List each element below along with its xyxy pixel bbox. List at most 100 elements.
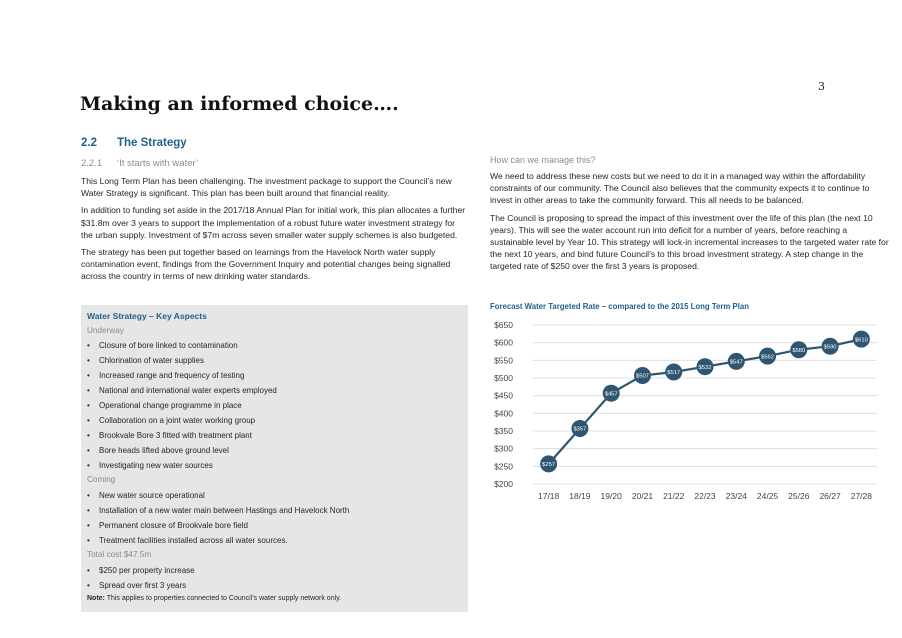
list-item: • National and international water expert… [87, 383, 277, 398]
y-tick-label: $600 [494, 338, 513, 348]
bullet-icon: • [87, 371, 90, 380]
page-number: 3 [818, 80, 825, 93]
data-point [633, 367, 651, 385]
coming-label: Coming [87, 475, 116, 484]
list-item-text: Installation of a new water main between… [99, 506, 350, 515]
data-point [602, 384, 620, 402]
list-item-text: Bore heads lifted above ground level [99, 446, 229, 455]
total-cost-list: • $250 per property increase • Spread over… [87, 563, 195, 593]
subsection-heading: 2.2.1 ‘It starts with water’ [81, 158, 198, 169]
list-item-text: National and international water experts… [99, 386, 277, 395]
data-label: $507 [636, 374, 649, 380]
list-item-text: Spread over first 3 years [99, 581, 187, 590]
list-item: • Chlorination of water supplies [87, 353, 277, 368]
data-point [540, 455, 558, 473]
x-tick-label: 22/23 [694, 491, 716, 501]
x-tick-label: 21/22 [663, 491, 685, 501]
list-item: • $250 per property increase [87, 563, 195, 578]
section-heading: 2.2 The Strategy [81, 137, 187, 149]
right-paragraph: The Council is proposing to spread the i… [490, 212, 889, 272]
data-point [665, 363, 683, 381]
data-label: $457 [605, 391, 618, 397]
list-item-text: Investigating new water sources [99, 461, 213, 470]
y-tick-label: $450 [494, 391, 513, 401]
x-tick-label: 23/24 [726, 491, 748, 501]
x-tick-label: 24/25 [757, 491, 779, 501]
section-title: The Strategy [117, 137, 187, 149]
bullet-icon: • [87, 491, 90, 500]
data-label: $610 [855, 337, 868, 343]
y-tick-label: $400 [494, 408, 513, 418]
left-paragraph: This Long Term Plan has been challenging… [81, 176, 452, 199]
data-point [727, 352, 745, 370]
left-paragraph: In addition to funding set aside in the … [81, 205, 466, 240]
y-tick-label: $200 [494, 479, 513, 489]
bullet-icon: • [87, 386, 90, 395]
data-label: $517 [667, 370, 680, 376]
chart-title: Forecast Water Targeted Rate – compared … [490, 302, 749, 311]
bullet-icon: • [87, 446, 90, 455]
key-aspects-box: Water Strategy – Key Aspects Underway • C… [81, 305, 468, 612]
bullet-icon: • [87, 566, 90, 575]
x-tick-label: 17/18 [538, 491, 560, 501]
list-item-text: Brookvale Bore 3 fitted with treatment p… [99, 431, 252, 440]
list-item-text: $250 per property increase [99, 566, 195, 575]
data-label: $357 [573, 427, 586, 433]
list-item: • Collaboration on a joint water working … [87, 413, 277, 428]
data-label: $257 [542, 462, 555, 468]
x-tick-label: 18/19 [569, 491, 591, 501]
data-label: $547 [730, 360, 743, 366]
right-question: How can we manage this? [490, 155, 596, 165]
data-label: $580 [792, 348, 805, 354]
list-item: • Investigating new water sources [87, 458, 277, 473]
x-tick-label: 27/28 [851, 491, 873, 501]
left-column-text: This Long Term Plan has been challenging… [81, 175, 466, 288]
y-tick-label: $500 [494, 373, 513, 383]
data-label: $590 [824, 344, 837, 350]
bullet-icon: • [87, 506, 90, 515]
total-cost-label: Total cost $47.5m [87, 550, 152, 559]
list-item: • New water source operational [87, 488, 349, 503]
note-label: Note: [87, 595, 105, 602]
data-point [759, 347, 777, 365]
bullet-icon: • [87, 356, 90, 365]
list-item: • Operational change programme in place [87, 398, 277, 413]
list-item: • Permanent closure of Brookvale bore fie… [87, 518, 349, 533]
section-number: 2.2 [81, 137, 97, 149]
note-text: This applies to properties connected to … [104, 595, 342, 602]
y-tick-label: $250 [494, 461, 513, 471]
y-tick-label: $350 [494, 426, 513, 436]
list-item-text: New water source operational [99, 491, 205, 500]
x-tick-label: 25/26 [788, 491, 810, 501]
list-item-text: Collaboration on a joint water working g… [99, 416, 256, 425]
list-item: • Increased range and frequency of testin… [87, 368, 277, 383]
forecast-rate-chart: $200 $250 $300 $350 $400 $450 $500 $550 $600 $650… [494, 320, 877, 501]
underway-list: • Closure of bore linked to contamination… [87, 338, 277, 473]
left-paragraph: The strategy has been put together based… [81, 247, 451, 282]
coming-list: • New water source operational • Installat… [87, 488, 349, 548]
data-point [790, 341, 808, 359]
list-item-text: Increased range and frequency of testing [99, 371, 245, 380]
list-item-text: Permanent closure of Brookvale bore fiel… [99, 521, 248, 530]
box-note: Note: This applies to properties connect… [87, 595, 341, 602]
y-tick-label: $550 [494, 355, 513, 365]
data-point [852, 330, 870, 348]
list-item-text: Chlorination of water supplies [99, 356, 204, 365]
bullet-icon: • [87, 341, 90, 350]
bullet-icon: • [87, 521, 90, 530]
y-tick-label: $300 [494, 444, 513, 454]
data-label: $562 [761, 354, 774, 360]
subsection-title: ‘It starts with water’ [117, 158, 199, 169]
bullet-icon: • [87, 536, 90, 545]
list-item: • Spread over first 3 years [87, 578, 195, 593]
right-column-text: We need to address these new costs but w… [490, 170, 890, 278]
x-tick-label: 20/21 [632, 491, 654, 501]
list-item: • Closure of bore linked to contamination [87, 338, 277, 353]
series-line [547, 338, 862, 465]
list-item: • Installation of a new water main betwee… [87, 503, 349, 518]
data-point [821, 337, 839, 355]
bullet-icon: • [87, 401, 90, 410]
bullet-icon: • [87, 431, 90, 440]
key-aspects-title: Water Strategy – Key Aspects [87, 311, 207, 321]
list-item-text: Treatment facilities installed across al… [99, 536, 288, 545]
